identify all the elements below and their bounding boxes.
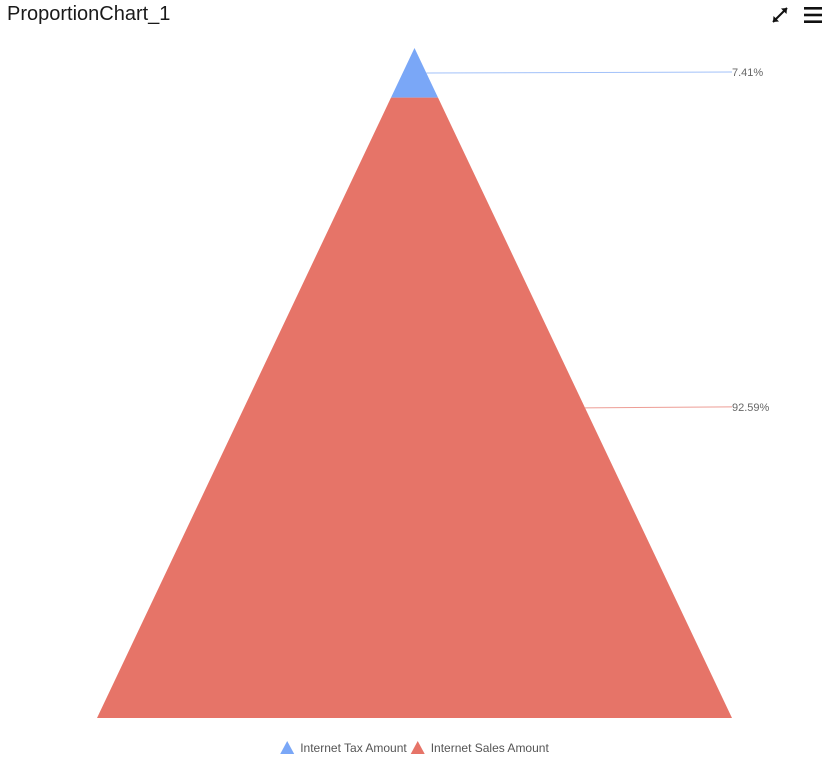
legend-triangle-icon: [280, 741, 295, 754]
maximize-button[interactable]: [769, 4, 791, 26]
menu-button[interactable]: [802, 4, 824, 26]
legend-label: Internet Tax Amount: [300, 741, 407, 755]
pyramid-segment-2[interactable]: [97, 97, 732, 719]
legend-item-1[interactable]: Internet Tax Amount: [280, 741, 407, 755]
legend-label: Internet Sales Amount: [431, 741, 550, 755]
legend-triangle-icon: [410, 741, 425, 754]
data-label-2: 92.59%: [732, 402, 770, 414]
expand-arrows-icon: [772, 7, 788, 23]
widget-header: ProportionChart_1: [0, 0, 828, 32]
widget-title: ProportionChart_1: [7, 3, 171, 25]
pyramid-segments: [97, 48, 732, 719]
label-connectors: [426, 71, 733, 409]
connector-line-2: [585, 406, 733, 409]
data-labels: 7.41% 92.59%: [732, 67, 770, 414]
hamburger-menu-icon: [804, 7, 822, 23]
connector-line-1: [426, 71, 733, 74]
legend-item-2[interactable]: Internet Sales Amount: [410, 741, 550, 755]
legend: Internet Tax Amount Internet Sales Amount: [280, 741, 549, 755]
pyramid-segment-1[interactable]: [390, 48, 439, 98]
data-label-1: 7.41%: [732, 67, 763, 79]
